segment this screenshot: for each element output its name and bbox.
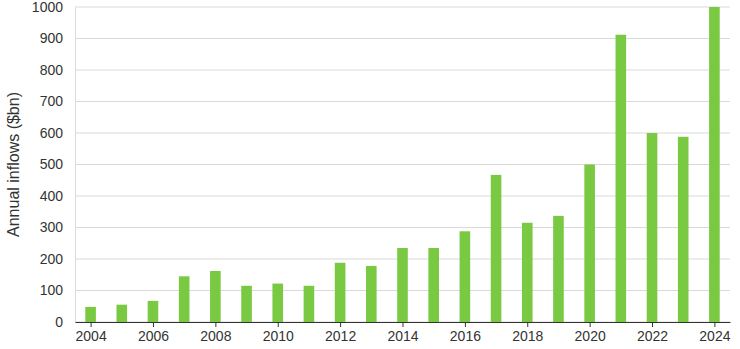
y-tick-label: 900 <box>40 30 64 46</box>
x-tick: 2006 <box>138 322 169 344</box>
grid-line <box>75 38 730 39</box>
x-tick-label: 2010 <box>263 328 294 344</box>
bar <box>647 133 658 322</box>
x-tick: 2004 <box>76 322 107 344</box>
x-tick: 2012 <box>325 322 356 344</box>
y-tick: 900 <box>40 30 75 46</box>
bar <box>272 284 283 322</box>
x-tick-mark <box>714 322 715 327</box>
y-tick-label: 1000 <box>32 0 63 15</box>
x-tick-label: 2024 <box>699 328 730 344</box>
bar <box>148 301 159 322</box>
x-tick-mark <box>465 322 466 327</box>
bar <box>678 137 689 322</box>
y-tick: 400 <box>40 188 75 204</box>
bar <box>553 216 564 322</box>
y-tick: 300 <box>40 219 75 235</box>
chart: 0 100 200 300 400 500 600 700 800 900 1000 2004 2006… <box>0 0 740 349</box>
bar <box>85 307 96 322</box>
y-tick: 1000 <box>32 0 75 15</box>
x-tick: 2008 <box>200 322 231 344</box>
bar <box>241 286 252 322</box>
x-tick: 2014 <box>387 322 418 344</box>
x-tick-mark <box>527 322 528 327</box>
x-tick-mark <box>215 322 216 327</box>
y-tick-label: 300 <box>40 219 64 235</box>
x-tick: 2022 <box>637 322 668 344</box>
x-tick-label: 2008 <box>200 328 231 344</box>
bar <box>460 231 471 322</box>
x-tick: 2010 <box>263 322 294 344</box>
x-tick: 2020 <box>575 322 606 344</box>
bars <box>85 7 719 322</box>
y-tick-label: 800 <box>40 62 64 78</box>
y-tick: 800 <box>40 62 75 78</box>
grid-line <box>75 133 730 134</box>
grid-line <box>75 7 730 8</box>
x-tick: 2018 <box>512 322 543 344</box>
grid-line <box>75 101 730 102</box>
bar <box>584 165 595 323</box>
x-tick-mark <box>652 322 653 327</box>
x-tick-label: 2022 <box>637 328 668 344</box>
y-tick-label: 400 <box>40 188 64 204</box>
x-tick-label: 2016 <box>450 328 481 344</box>
plot: 0 100 200 300 400 500 600 700 800 900 1000 2004 2006… <box>32 0 731 344</box>
x-tick-mark <box>278 322 279 327</box>
bar <box>491 175 502 322</box>
y-tick: 600 <box>40 125 75 141</box>
y-tick-label: 200 <box>40 251 64 267</box>
y-tick: 200 <box>40 251 75 267</box>
y-tick-label: 0 <box>55 314 63 330</box>
x-tick-label: 2004 <box>76 328 107 344</box>
bar <box>210 271 221 322</box>
y-tick: 500 <box>40 156 75 172</box>
x-tick-label: 2018 <box>512 328 543 344</box>
x-axis: 2004 2006 2008 2010 2012 2014 2016 2018 2020 2022… <box>76 322 731 344</box>
y-tick-label: 700 <box>40 93 64 109</box>
x-tick-label: 2012 <box>325 328 356 344</box>
grid <box>75 7 730 322</box>
y-tick: 0 <box>55 314 75 330</box>
bar <box>428 248 439 322</box>
y-tick: 700 <box>40 93 75 109</box>
x-tick-mark <box>153 322 154 327</box>
bar <box>179 276 190 322</box>
bar <box>709 7 720 322</box>
x-tick-mark <box>590 322 591 327</box>
bar <box>616 35 627 322</box>
x-tick-mark <box>91 322 92 327</box>
bar <box>397 248 408 322</box>
bar <box>522 223 533 322</box>
y-tick: 100 <box>40 282 75 298</box>
x-tick-label: 2020 <box>575 328 606 344</box>
y-axis-title: Annual inflows ($bn) <box>5 92 22 237</box>
bar <box>116 305 127 322</box>
x-tick-mark <box>403 322 404 327</box>
y-tick-label: 100 <box>40 282 64 298</box>
bar <box>366 266 377 322</box>
grid-line <box>75 227 730 228</box>
grid-line <box>75 70 730 71</box>
x-tick-label: 2014 <box>387 328 418 344</box>
y-axis-line <box>75 8 76 323</box>
y-tick-label: 500 <box>40 156 64 172</box>
y-tick-label: 600 <box>40 125 64 141</box>
grid-line <box>75 196 730 197</box>
x-tick: 2024 <box>699 322 730 344</box>
x-tick-label: 2006 <box>138 328 169 344</box>
grid-line <box>75 164 730 165</box>
y-axis: 0 100 200 300 400 500 600 700 800 900 1000 <box>32 0 76 330</box>
x-tick: 2016 <box>450 322 481 344</box>
bar <box>335 263 346 322</box>
x-tick-mark <box>340 322 341 327</box>
bar <box>304 286 315 322</box>
